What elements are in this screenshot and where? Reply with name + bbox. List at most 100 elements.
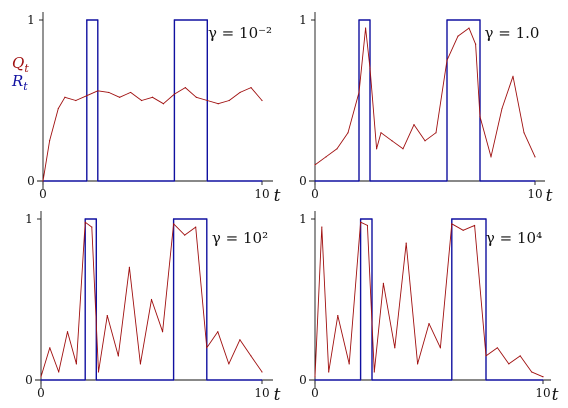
series-Q-point: [358, 91, 360, 94]
y-tick-label: 0: [27, 174, 35, 188]
series-Q-point: [217, 331, 219, 333]
series-Q-point: [97, 90, 99, 92]
x-tick-label: 0: [39, 187, 47, 201]
series-Q-point: [391, 140, 393, 142]
series-R-point: [206, 19, 208, 21]
series-Q-point: [376, 148, 378, 150]
series-Q-point: [512, 75, 514, 77]
series-Q-point: [531, 371, 533, 373]
series-R-point: [173, 19, 175, 21]
series-Q-point: [424, 140, 426, 142]
series-Q-point: [365, 27, 367, 29]
series-Q-point: [195, 96, 197, 98]
series-Q-point: [439, 347, 441, 349]
series-Q-point: [468, 27, 470, 29]
series-R-point: [369, 19, 371, 21]
series-Q-point: [106, 315, 108, 317]
series-Q-point: [328, 371, 330, 373]
x-tick-label: 0: [311, 187, 319, 201]
series-Q-point: [239, 91, 241, 94]
x-tick-label: 10: [527, 187, 542, 201]
series-Q-point: [485, 355, 487, 357]
series-Q-point: [139, 363, 142, 365]
series-Q-point: [57, 107, 59, 110]
series-Q-point: [206, 347, 208, 349]
series-Q-point: [151, 96, 154, 98]
series-Q-point: [97, 371, 100, 373]
series-Q-point: [217, 103, 219, 105]
series-Q-point: [66, 331, 69, 333]
series-Q-point: [162, 103, 165, 105]
series-Q-point: [380, 132, 382, 134]
series-Q-point: [261, 99, 263, 102]
series-Q-point: [150, 298, 153, 301]
series-R-point: [485, 218, 487, 220]
series-Q-point: [48, 140, 51, 142]
y-tick-label: 0: [25, 373, 33, 387]
series-Q-point: [58, 371, 60, 373]
series-Q-point: [373, 371, 375, 373]
legend-q: Qt: [12, 54, 29, 75]
x-axis-label: t: [274, 385, 281, 405]
series-R-point: [261, 379, 263, 381]
series-Q-point: [435, 132, 437, 134]
series-R-line: [315, 19, 535, 182]
y-tick-label: 1: [299, 212, 307, 226]
series-R-point: [446, 19, 448, 21]
series-R-point: [173, 180, 175, 182]
series-Q-point: [347, 132, 349, 134]
series-R-line: [315, 218, 543, 381]
y-tick-label: 1: [299, 13, 307, 27]
series-Q-point: [173, 223, 175, 225]
series-R-point: [40, 379, 42, 381]
series-Q-point: [91, 226, 93, 228]
series-Q-point: [49, 347, 51, 349]
series-R-point: [446, 180, 448, 182]
series-Q-point: [366, 224, 369, 227]
series-Q-point: [321, 226, 323, 228]
series-R-point: [84, 379, 86, 381]
series-Q-point: [195, 226, 197, 228]
series-R-point: [95, 379, 97, 381]
series-Q-point: [474, 224, 476, 227]
series-Q-point: [75, 363, 77, 365]
series-Q-point: [206, 99, 208, 102]
panel-1: 010 10 tγ = 10⁻²: [27, 12, 281, 206]
series-Q-point: [325, 156, 327, 158]
x-tick-label: 10: [535, 386, 550, 400]
series-R-line: [41, 218, 262, 381]
series-Q-point: [457, 35, 459, 37]
series-Q-point: [501, 107, 503, 110]
series-R-point: [206, 218, 208, 220]
series-Q-point: [360, 221, 362, 223]
series-Q-point: [405, 242, 407, 244]
series-Q-point: [140, 99, 143, 102]
gamma-label-3: γ = 10²: [212, 229, 268, 247]
series-R-point: [371, 218, 373, 220]
series-Q-point: [417, 363, 419, 365]
series-Q-point: [64, 96, 66, 98]
series-R-point: [485, 379, 487, 381]
series-Q-point: [84, 221, 86, 223]
gamma-label-4: γ = 10⁴: [486, 229, 542, 247]
series-R-point: [84, 218, 86, 220]
panel-3: 010 10 tγ = 10²: [25, 211, 281, 405]
series-Q-point: [250, 355, 252, 357]
series-R-point: [173, 379, 175, 381]
series-R-point: [479, 180, 481, 182]
series-R-point: [261, 180, 263, 182]
series-Q-point: [40, 376, 42, 378]
series-R-point: [206, 180, 208, 182]
y-tick-label: 0: [299, 373, 307, 387]
series-R-point: [369, 180, 371, 182]
series-R-point: [358, 180, 360, 182]
series-R-point: [371, 379, 373, 381]
series-Q-point: [446, 59, 448, 61]
x-axis-label: t: [546, 186, 553, 206]
series-Q-point: [250, 87, 252, 89]
series-R-point: [542, 379, 544, 381]
series-Q-point: [314, 164, 316, 166]
series-Q-point: [369, 67, 371, 69]
series-Q-point: [413, 124, 415, 126]
